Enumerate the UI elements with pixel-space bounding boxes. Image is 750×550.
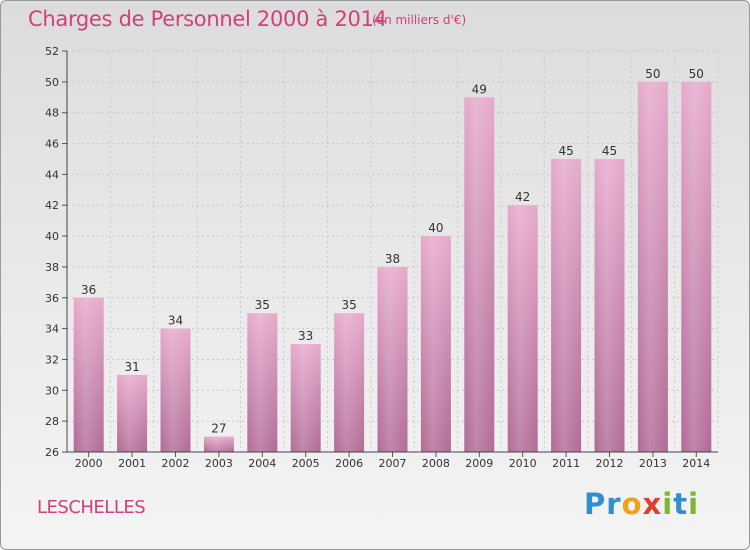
- bar-highlight: [73, 297, 104, 452]
- x-tick-label: 2004: [248, 457, 276, 470]
- y-tick-label: 26: [45, 446, 59, 459]
- bar-value-label: 35: [255, 298, 270, 312]
- bar-value-label: 45: [558, 144, 573, 158]
- chart-title: Charges de Personnel 2000 à 2014: [28, 7, 387, 31]
- y-tick-label: 32: [45, 353, 59, 366]
- x-tick-label: 2013: [639, 457, 667, 470]
- logo-letter: t: [673, 487, 689, 521]
- bars-layer: 36 31 34 27 35 33 35 38 40 49 42 45 45 50 50: [73, 67, 712, 453]
- logo-letter: o: [621, 487, 643, 521]
- x-tick-label: 2007: [379, 457, 407, 470]
- bar-value-label: 36: [81, 283, 96, 297]
- bar-value-label: 35: [341, 298, 356, 312]
- y-tick-label: 50: [45, 76, 59, 89]
- logo-letter: i: [662, 487, 674, 521]
- chart-subtitle: (en milliers d'€): [372, 13, 467, 27]
- bar-highlight: [507, 205, 538, 452]
- x-tick-label: 2005: [292, 457, 320, 470]
- y-tick-label: 48: [45, 107, 59, 120]
- x-tick-label: 2000: [75, 457, 103, 470]
- x-tick-label: 2009: [465, 457, 493, 470]
- logo-letter: r: [606, 487, 622, 521]
- commune-name: LESCHELLES: [37, 497, 146, 518]
- logo-letter: i: [688, 487, 700, 521]
- bar-highlight: [377, 266, 408, 452]
- bar-highlight: [247, 313, 278, 452]
- bar-value-label: 34: [168, 314, 183, 328]
- bar-highlight: [334, 313, 365, 452]
- bar-value-label: 42: [515, 190, 530, 204]
- bar-value-label: 33: [298, 329, 313, 343]
- bar-highlight: [290, 344, 321, 452]
- bar-value-label: 50: [645, 67, 660, 81]
- bar-highlight: [637, 81, 668, 452]
- bar-highlight: [681, 81, 712, 452]
- bar-highlight: [464, 97, 495, 453]
- bar-highlight: [160, 328, 191, 452]
- y-tick-label: 36: [45, 292, 59, 305]
- bar-value-label: 49: [472, 82, 487, 96]
- y-tick-label: 52: [45, 45, 59, 58]
- x-tick-label: 2014: [682, 457, 710, 470]
- x-tick-label: 2010: [509, 457, 537, 470]
- logo-letter: P: [584, 487, 607, 521]
- bar-value-label: 31: [124, 360, 139, 374]
- bar-highlight: [551, 158, 582, 452]
- bar-value-label: 40: [428, 221, 443, 235]
- bar-highlight: [117, 374, 148, 452]
- y-tick-label: 34: [45, 323, 59, 336]
- x-tick-label: 2003: [205, 457, 233, 470]
- y-tick-label: 40: [45, 230, 59, 243]
- bar-value-label: 27: [211, 422, 226, 436]
- x-tick-label: 2008: [422, 457, 450, 470]
- y-tick-label: 46: [45, 138, 59, 151]
- axis-layer: 26 28 30 32 34 36 38 40 42 44 46 48 50 52 2000 2001 2002…: [45, 45, 718, 470]
- x-tick-label: 2001: [118, 457, 146, 470]
- bar-value-label: 38: [385, 252, 400, 266]
- bar-value-label: 45: [602, 144, 617, 158]
- y-tick-label: 44: [45, 168, 59, 181]
- x-tick-label: 2012: [596, 457, 624, 470]
- y-tick-label: 38: [45, 261, 59, 274]
- proxiti-logo[interactable]: Proxiti: [584, 487, 699, 521]
- logo-letter: x: [642, 487, 663, 521]
- bar-highlight: [594, 158, 625, 452]
- bar-value-label: 50: [689, 67, 704, 81]
- x-tick-label: 2006: [335, 457, 363, 470]
- bar-highlight: [420, 236, 451, 452]
- x-tick-label: 2011: [552, 457, 580, 470]
- y-tick-label: 30: [45, 384, 59, 397]
- y-tick-label: 28: [45, 415, 59, 428]
- x-tick-label: 2002: [162, 457, 190, 470]
- bar-highlight: [203, 436, 234, 452]
- y-tick-label: 42: [45, 199, 59, 212]
